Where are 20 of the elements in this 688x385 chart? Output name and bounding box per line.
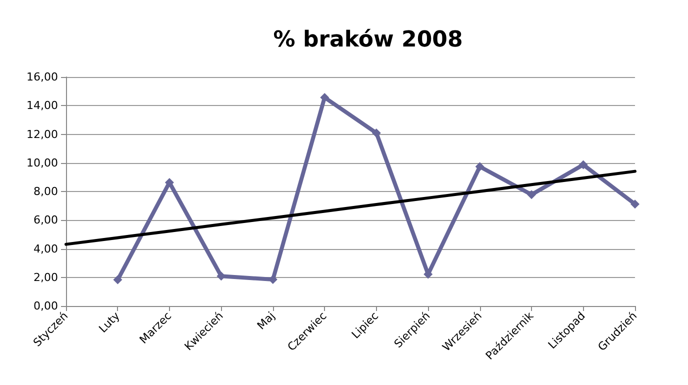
- y-tick-label: 6,00: [34, 214, 58, 227]
- y-tick-label: 14,00: [26, 99, 58, 112]
- y-tick-label: 10,00: [26, 156, 58, 170]
- chart-title: % braków 2008: [273, 28, 463, 52]
- y-tick-label: 12,00: [26, 128, 58, 141]
- y-tick-label: 4,00: [34, 242, 58, 256]
- y-tick-label: 0,00: [34, 300, 58, 312]
- y-tick-label: 16,00: [26, 70, 58, 84]
- point: [630, 200, 640, 209]
- x-tick-label: Maj: [254, 309, 278, 332]
- point: [578, 160, 588, 170]
- y-tick-label: 2,00: [34, 270, 58, 284]
- point: [113, 275, 122, 284]
- point: [475, 162, 484, 172]
- point: [372, 128, 381, 138]
- point: [320, 92, 330, 102]
- y-tick-label: 8,00: [34, 185, 58, 198]
- line-series: [64, 170, 636, 246]
- point: [527, 190, 536, 200]
- point: [164, 178, 174, 187]
